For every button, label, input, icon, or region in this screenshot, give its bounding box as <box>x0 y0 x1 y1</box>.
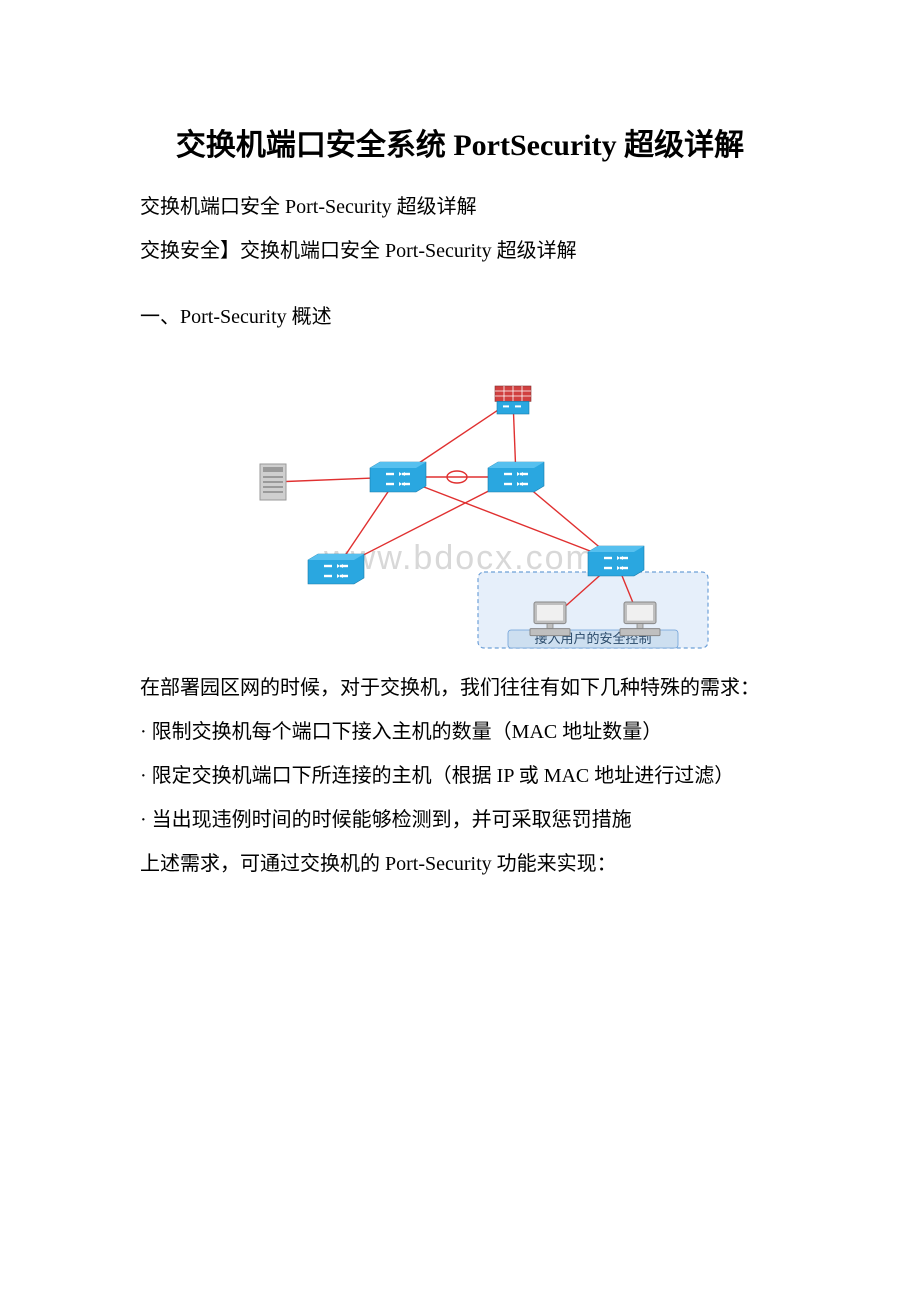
network-diagram: www.bdocx.com接入用户的安全控制 <box>100 354 820 659</box>
paragraph-3: 在部署园区网的时候，对于交换机，我们往往有如下几种特殊的需求： <box>100 669 820 707</box>
paragraph-7: 上述需求，可通过交换机的 Port-Security 功能来实现： <box>100 845 820 883</box>
firewall-icon <box>495 386 531 414</box>
server-icon <box>260 464 286 500</box>
paragraph-intro-2: 交换安全】交换机端口安全 Port-Security 超级详解 <box>100 232 820 270</box>
network-diagram-svg: www.bdocx.com接入用户的安全控制 <box>200 354 720 654</box>
section-heading-1: 一、Port-Security 概述 <box>100 298 820 336</box>
core-switch-left-icon <box>370 462 426 492</box>
paragraph-intro-1: 交换机端口安全 Port-Security 超级详解 <box>100 188 820 226</box>
pc-2-icon <box>620 602 660 636</box>
core-switch-right-icon <box>488 462 544 492</box>
pc-1-icon <box>530 602 570 636</box>
paragraph-5: · 限定交换机端口下所连接的主机（根据 IP 或 MAC 地址进行过滤） <box>100 757 820 795</box>
access-switch-right-icon <box>588 546 644 576</box>
paragraph-4: · 限制交换机每个端口下接入主机的数量（MAC 地址数量） <box>100 713 820 751</box>
page-title: 交换机端口安全系统 PortSecurity 超级详解 <box>100 120 820 164</box>
paragraph-6: · 当出现违例时间的时候能够检测到，并可采取惩罚措施 <box>100 801 820 839</box>
access-switch-left-icon <box>308 554 364 584</box>
